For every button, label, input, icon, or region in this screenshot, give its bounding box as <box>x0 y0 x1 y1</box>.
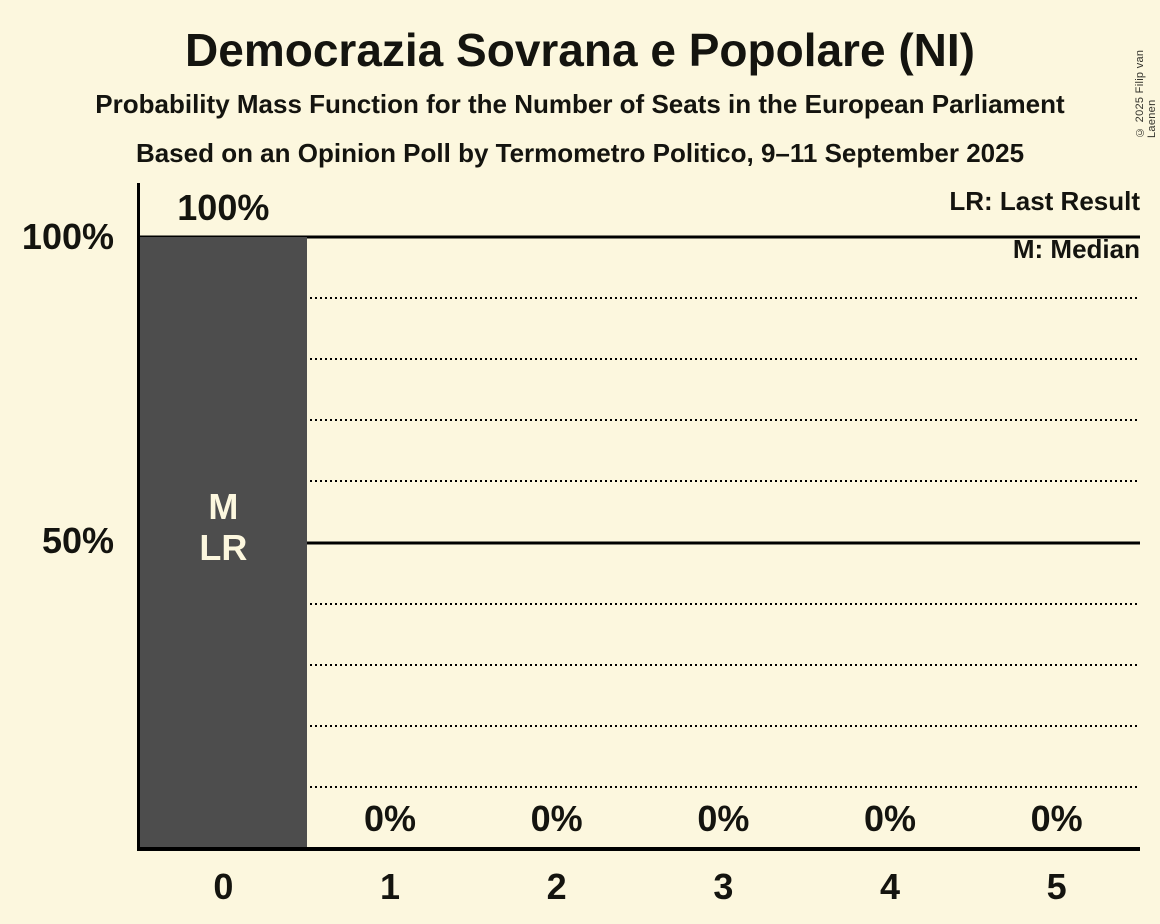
y-axis-label-50: 50% <box>41 520 114 561</box>
x-tick-label-4: 4 <box>879 866 900 907</box>
bar-seats-0 <box>140 237 307 848</box>
x-axis <box>137 847 1140 851</box>
bar-annotation-median-lastresult: M LR <box>140 486 307 568</box>
gridline-dotted-40 <box>140 602 1140 605</box>
x-tick-label-3: 3 <box>713 866 734 907</box>
gridline-dotted-20 <box>140 724 1140 727</box>
bar-value-label-0: 100% <box>177 187 270 228</box>
gridline-dotted-30 <box>140 663 1140 666</box>
gridline-dotted-80 <box>140 358 1140 361</box>
chart-title: Democrazia Sovrana e Popolare (NI) <box>185 24 975 76</box>
x-tick-label-0: 0 <box>213 866 234 907</box>
gridline-dotted-10 <box>140 785 1140 788</box>
bar-value-label-2: 0% <box>530 798 583 839</box>
legend-last-result: LR: Last Result <box>949 186 1140 216</box>
x-axis-tick-labels: 0 1 2 3 4 5 <box>140 865 1140 915</box>
legend-median: M: Median <box>1012 234 1140 264</box>
bar-value-label-5: 0% <box>1030 798 1083 839</box>
bar-value-label-3: 0% <box>697 798 750 839</box>
x-tick-label-5: 5 <box>1046 866 1067 907</box>
chart-poll-source: Based on an Opinion Poll by Termometro P… <box>135 138 1025 168</box>
gridline-dotted-60 <box>140 480 1140 483</box>
bar-value-label-4: 0% <box>863 798 916 839</box>
annotation-line-m: M <box>208 485 239 527</box>
bar-value-label-1: 0% <box>363 798 416 839</box>
gridline-solid-100 <box>140 235 1140 239</box>
x-tick-label-2: 2 <box>546 866 567 907</box>
plot-area: 100% 0% 0% 0% 0% 0% M LR <box>140 189 1140 848</box>
gridline-solid-50 <box>140 541 1140 544</box>
y-axis-label-100: 100% <box>21 216 114 257</box>
gridline-dotted-90 <box>140 297 1140 300</box>
gridline-dotted-70 <box>140 419 1140 422</box>
y-axis <box>137 183 140 851</box>
x-tick-label-1: 1 <box>379 866 400 907</box>
copyright-notice: © 2025 Filip van Laenen <box>1134 49 1158 138</box>
annotation-line-lr: LR <box>199 526 248 568</box>
chart-subtitle: Probability Mass Function for the Number… <box>95 89 1065 119</box>
